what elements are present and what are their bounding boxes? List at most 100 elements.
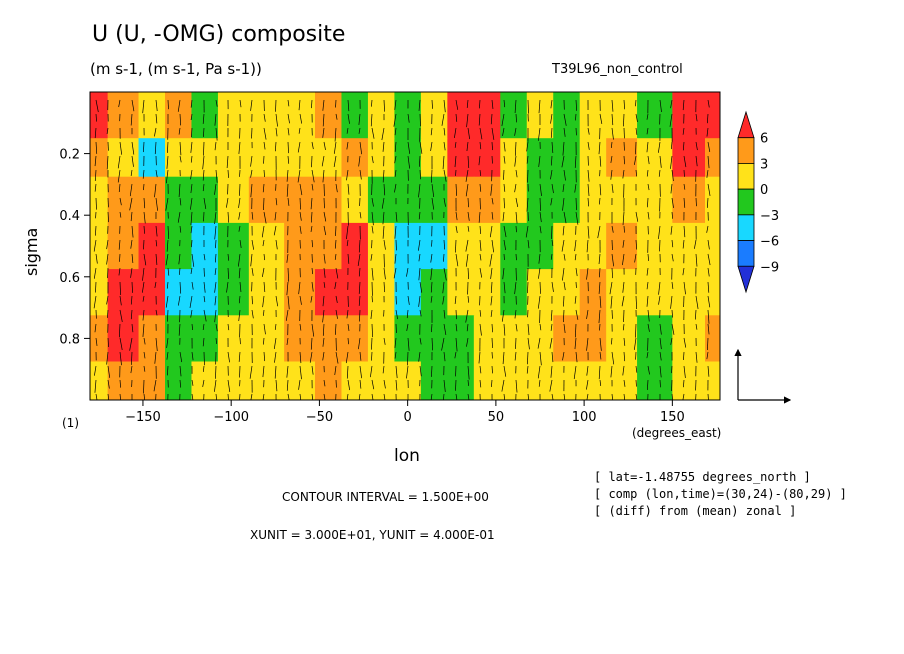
wind-vector: [550, 253, 553, 260]
wind-vector: [671, 393, 674, 400]
wind-vector: [515, 323, 518, 332]
wind-vector: [419, 113, 421, 127]
wind-vector: [646, 169, 649, 177]
wind-vector: [214, 113, 217, 126]
heatmap-cell: [637, 138, 673, 178]
wind-vector: [130, 239, 133, 249]
wind-vector: [514, 351, 517, 361]
wind-vector: [514, 281, 517, 295]
wind-vector: [190, 267, 193, 274]
wind-vector: [177, 211, 181, 223]
wind-vector: [671, 169, 674, 182]
wind-vector: [479, 239, 482, 251]
wind-vector: [599, 379, 602, 387]
wind-vector: [106, 239, 109, 250]
y-axis-title: sigma: [22, 227, 41, 276]
wind-vector: [623, 351, 626, 362]
wind-vector: [491, 197, 494, 205]
wind-vector: [239, 183, 241, 196]
wind-vector: [443, 127, 446, 136]
wind-vector: [478, 211, 481, 223]
wind-vector: [491, 337, 493, 349]
heatmap-cell: [473, 92, 501, 139]
wind-vector: [539, 197, 541, 211]
wind-vector: [551, 281, 554, 293]
wind-vector: [551, 393, 554, 400]
wind-vector: [263, 211, 267, 224]
wind-vector: [443, 379, 446, 393]
wind-vector: [466, 99, 469, 108]
wind-vector: [371, 127, 375, 139]
heatmap-cell: [606, 222, 638, 270]
wind-vector: [346, 169, 349, 181]
wind-vector: [442, 295, 445, 305]
wind-vector: [635, 295, 638, 309]
wind-vector: [345, 351, 349, 364]
wind-vector: [479, 169, 482, 176]
wind-vector: [382, 225, 385, 239]
wind-vector: [214, 225, 217, 240]
wind-vector: [538, 267, 541, 279]
wind-vector: [611, 351, 615, 365]
wind-vector: [237, 253, 241, 267]
wind-vector: [215, 337, 218, 344]
heatmap-cell: [107, 222, 140, 270]
wind-vector: [527, 239, 530, 249]
wind-vector: [370, 253, 373, 261]
wind-vector: [658, 295, 661, 305]
wind-vector: [142, 295, 145, 302]
heatmap-cell: [284, 269, 316, 316]
wind-vector: [95, 197, 97, 210]
wind-vector: [418, 351, 421, 362]
wind-vector: [214, 309, 217, 323]
wind-vector: [119, 351, 122, 366]
wind-vector: [227, 169, 229, 178]
wind-vector: [575, 99, 578, 111]
wind-vector: [383, 393, 386, 400]
x-units-label: (degrees_east): [632, 426, 722, 440]
heatmap-cell: [672, 315, 706, 362]
wind-vector: [611, 225, 614, 233]
heatmap-cell: [90, 315, 109, 362]
wind-vector: [226, 155, 229, 168]
wind-vector: [251, 295, 253, 305]
wind-vector: [299, 323, 302, 331]
wind-vector: [262, 267, 265, 277]
heatmap-cell: [284, 222, 316, 270]
wind-vector: [275, 295, 279, 307]
wind-vector: [191, 281, 194, 290]
wind-vector: [682, 127, 685, 135]
wind-vector: [93, 239, 97, 252]
wind-vector: [263, 309, 265, 316]
wind-vector: [286, 281, 289, 296]
wind-vector: [670, 225, 673, 235]
wind-vector: [93, 267, 97, 279]
wind-vector: [335, 113, 338, 120]
wind-vector: [454, 141, 457, 148]
wind-vector: [479, 127, 483, 140]
heatmap-cell: [606, 361, 638, 400]
wind-vector: [239, 281, 242, 293]
wind-vector: [382, 141, 385, 152]
wind-vector: [659, 99, 662, 113]
wind-vector: [287, 99, 290, 107]
wind-vector: [106, 155, 109, 170]
wind-vector: [130, 113, 133, 126]
heatmap-cell: [341, 176, 369, 224]
heatmap-cell: [107, 176, 140, 224]
wind-vector: [623, 99, 625, 110]
wind-vector: [646, 141, 649, 153]
wind-vector: [671, 141, 673, 150]
wind-vector: [573, 365, 577, 379]
wind-vector: [106, 351, 109, 365]
wind-vector: [550, 99, 553, 109]
wind-vector: [418, 253, 421, 262]
wind-vector: [142, 99, 145, 114]
wind-vector: [490, 183, 493, 196]
wind-vector: [575, 113, 577, 121]
wind-vector: [179, 267, 181, 275]
wind-vector: [227, 211, 230, 223]
wind-vector: [166, 281, 169, 289]
heatmap-cell: [579, 315, 607, 362]
heatmap-cell: [138, 361, 166, 400]
